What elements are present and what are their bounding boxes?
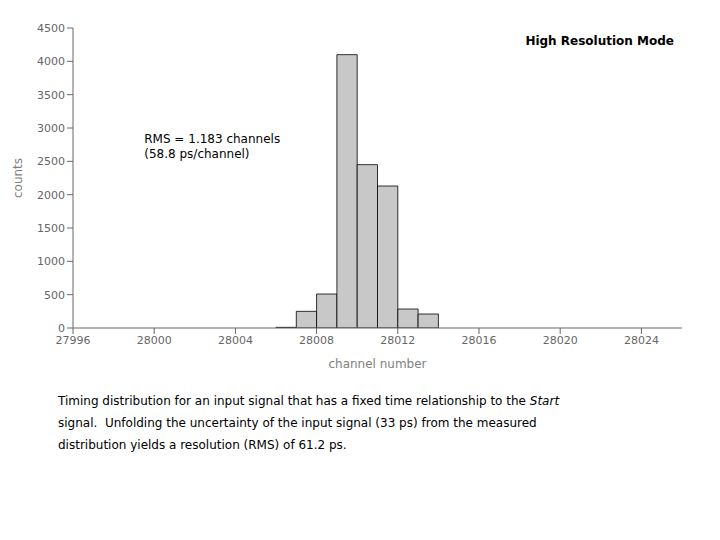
svg-text:500: 500 xyxy=(44,289,65,302)
svg-text:channel number: channel number xyxy=(328,357,426,371)
html-text:High Resolution Mode: High Resolution Mode xyxy=(525,34,674,48)
svg-text:2000: 2000 xyxy=(37,189,65,202)
html-text:(58.8 ps/channel): (58.8 ps/channel) xyxy=(144,146,250,161)
svg-text:3000: 3000 xyxy=(37,122,65,135)
svg-text:28012: 28012 xyxy=(380,334,415,347)
svg-text:4500: 4500 xyxy=(37,22,65,35)
svg-text:1500: 1500 xyxy=(37,222,65,235)
svg-text:1000: 1000 xyxy=(37,255,65,268)
svg-text:28020: 28020 xyxy=(543,334,578,347)
html-text:RMS = 1.183 channels: RMS = 1.183 channels xyxy=(144,131,281,146)
svg-text:28004: 28004 xyxy=(218,334,253,347)
svg-text:4000: 4000 xyxy=(37,55,65,68)
svg-text:28024: 28024 xyxy=(624,334,659,347)
svg-text:28016: 28016 xyxy=(462,334,497,347)
html-text:Timing distribution for an inp: Timing distribution for an input signal … xyxy=(58,394,560,408)
svg-text:28008: 28008 xyxy=(299,334,334,347)
html-text:distribution yields a resoluti: distribution yields a resolution (RMS) o… xyxy=(58,438,347,452)
svg-text:28000: 28000 xyxy=(137,334,172,347)
svg-text:27996: 27996 xyxy=(56,334,91,347)
svg-text:0: 0 xyxy=(58,322,65,335)
html-text:signal. Unfolding the uncertai: signal. Unfolding the uncertainty of the… xyxy=(58,416,537,430)
svg-text:2500: 2500 xyxy=(37,155,65,168)
svg-text:counts: counts xyxy=(11,158,25,198)
svg-text:3500: 3500 xyxy=(37,89,65,102)
